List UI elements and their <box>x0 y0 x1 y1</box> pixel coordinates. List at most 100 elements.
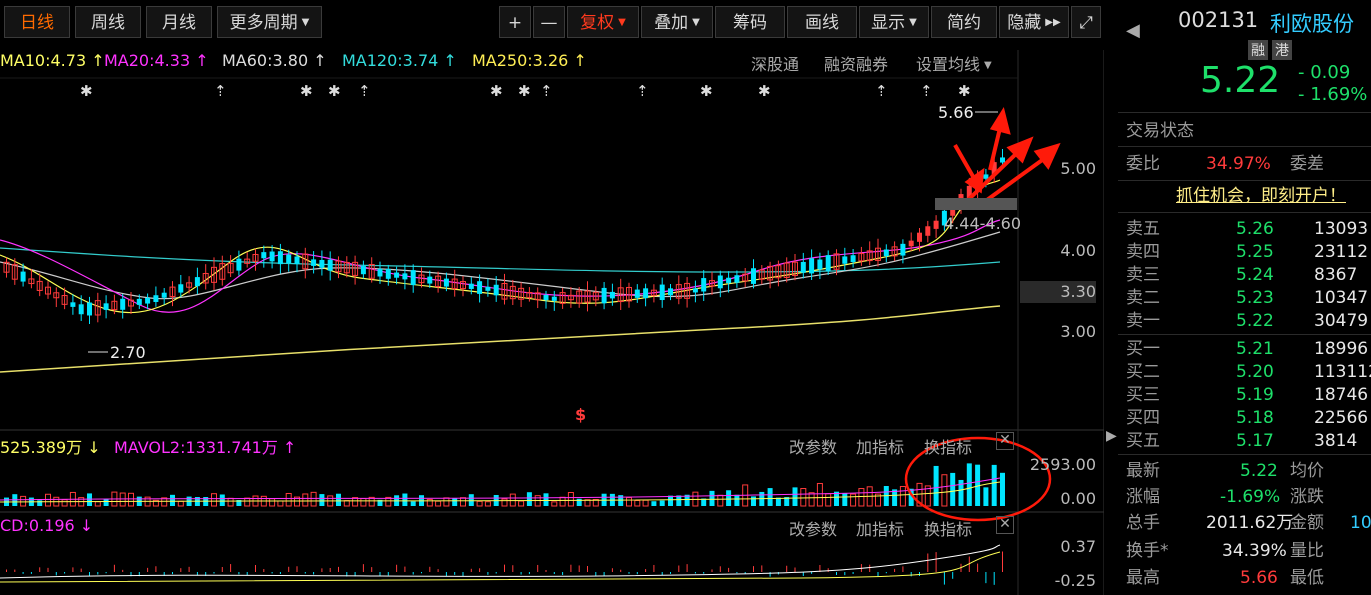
volume-bars <box>4 463 1005 507</box>
order-book-row[interactable]: 卖一 5.22 30479 <box>1118 310 1371 333</box>
fuquan-button[interactable]: 复权 ▼ <box>567 6 639 38</box>
down-arrow-icon: ↓ <box>87 438 101 457</box>
huaxian-button[interactable]: 画线 <box>787 6 857 38</box>
candle-body <box>809 258 815 274</box>
macd-add-indicator[interactable]: 加指标 <box>856 520 905 539</box>
order-book-row[interactable]: 卖四 5.25 23112 <box>1118 241 1371 264</box>
candle-body <box>576 290 583 304</box>
vol-switch-indicator[interactable]: 换指标 <box>924 438 973 457</box>
candle-body <box>617 287 624 303</box>
candle-body <box>194 277 200 287</box>
event-marker-icon[interactable]: ⇡ <box>636 82 649 100</box>
stock-change: - 0.09 <box>1298 62 1351 83</box>
event-marker-icon[interactable]: ✱ <box>518 82 531 100</box>
close-icon[interactable]: ✕ <box>996 516 1014 534</box>
volume-bar <box>808 492 815 507</box>
kline-svg[interactable] <box>0 0 1104 595</box>
kline-chart-area[interactable]: 日线 周线 月线 更多周期 ▼ + — 复权 ▼ 叠加 ▼ 筹码 画线 显示 ▼ 简约 … <box>0 0 1104 595</box>
order-level-label: 买三 <box>1126 385 1160 405</box>
order-book-row[interactable]: 买一 5.21 18996 <box>1118 338 1371 361</box>
order-book-row[interactable]: 卖五 5.26 13093 <box>1118 218 1371 241</box>
candle-body <box>277 251 283 265</box>
volume-bar <box>103 499 109 506</box>
link-set-ma[interactable]: 设置均线 ▼ <box>916 51 992 75</box>
chevron-down-icon: ▼ <box>692 17 700 28</box>
macd-change-params[interactable]: 改参数 <box>789 520 838 539</box>
order-book-row[interactable]: 卖三 5.24 8367 <box>1118 264 1371 287</box>
candle-body <box>825 255 831 271</box>
volume-bar <box>152 499 159 507</box>
event-marker-icon[interactable]: ✱ <box>958 82 971 100</box>
event-marker-icon[interactable]: ✱ <box>490 82 503 100</box>
diejia-button[interactable]: 叠加 ▼ <box>641 6 713 38</box>
order-book-row[interactable]: 买四 5.18 22566 <box>1118 407 1371 430</box>
candle-body <box>352 261 359 276</box>
candle-body <box>36 280 43 291</box>
quote-row-latest: 最新 5.22 均价 <box>1118 460 1371 483</box>
candle-body <box>3 261 10 273</box>
order-book-row[interactable]: 买二 5.20 113112 <box>1118 361 1371 384</box>
collapse-panel-icon[interactable]: ▶ <box>1106 428 1117 444</box>
volume-bar <box>426 498 433 507</box>
event-marker-icon[interactable]: ⇡ <box>214 82 227 100</box>
candle-body <box>991 162 997 175</box>
promo-link[interactable]: 抓住机会，即刻开户！ <box>1176 186 1346 206</box>
order-book-row[interactable]: 买五 5.17 3814 <box>1118 430 1371 453</box>
promo-row[interactable]: 抓住机会，即刻开户！ <box>1118 185 1371 208</box>
macd-switch-indicator[interactable]: 换指标 <box>924 520 973 539</box>
candle-body <box>891 246 898 257</box>
event-marker-icon[interactable]: ✱ <box>758 82 771 100</box>
volume-bar <box>1000 472 1005 506</box>
link-rongzirongquan[interactable]: 融资融券 <box>824 55 889 74</box>
candle-body <box>875 247 881 261</box>
yincang-label: 隐藏 <box>1007 13 1042 33</box>
volume-bar <box>775 497 781 506</box>
order-price: 5.17 <box>1236 431 1274 451</box>
candle-body <box>111 300 118 311</box>
link-shengutong[interactable]: 深股通 <box>751 55 800 74</box>
tab-month[interactable]: 月线 <box>146 6 212 38</box>
candle-body <box>850 255 856 263</box>
event-marker-icon[interactable]: ✱ <box>80 82 93 100</box>
chevron-down-icon: ▼ <box>618 17 626 28</box>
zoom-in-button[interactable]: + <box>499 6 531 38</box>
close-icon[interactable]: ✕ <box>996 432 1014 450</box>
vol-add-indicator[interactable]: 加指标 <box>856 438 905 457</box>
back-arrow-icon[interactable]: ◀ <box>1126 20 1140 41</box>
fullscreen-button[interactable]: ⤢ <box>1071 6 1101 38</box>
event-marker-icon[interactable]: ✱ <box>700 82 713 100</box>
order-price: 5.25 <box>1236 242 1274 262</box>
ma60-value: MA60:3.80 <box>222 51 309 70</box>
volume-bar <box>410 501 416 506</box>
event-marker-icon[interactable]: ✱ <box>328 82 341 100</box>
event-marker-icon[interactable]: ⇡ <box>540 82 553 100</box>
tab-week[interactable]: 周线 <box>75 6 141 38</box>
vol-axis-bottom: 0.00 <box>1060 489 1096 508</box>
ma10-legend: MA10:4.73 ↑ <box>0 51 105 70</box>
event-marker-icon[interactable]: ⇡ <box>875 82 888 100</box>
volume-bar <box>269 498 276 507</box>
order-book-row[interactable]: 卖二 5.23 10347 <box>1118 287 1371 310</box>
zoom-out-button[interactable]: — <box>533 6 565 38</box>
volume-bar <box>676 495 682 506</box>
ma20-value: MA20:4.33 <box>104 51 191 70</box>
order-book-row[interactable]: 买三 5.19 18746 <box>1118 384 1371 407</box>
event-marker-icon[interactable]: ⇡ <box>920 82 933 100</box>
yincang-button[interactable]: 隐藏 ▶▶ <box>999 6 1069 38</box>
volume-bar <box>360 497 367 507</box>
jianyue-button[interactable]: 简约 <box>931 6 997 38</box>
candle-body <box>634 289 640 298</box>
chevron-down-icon: ▼ <box>909 17 917 28</box>
tab-day[interactable]: 日线 <box>4 6 70 38</box>
volume-bar <box>983 487 989 506</box>
vol-change-params[interactable]: 改参数 <box>789 438 838 457</box>
volume-bar <box>476 500 483 507</box>
order-level-label: 卖一 <box>1126 311 1160 331</box>
event-marker-icon[interactable]: ⇡ <box>358 82 371 100</box>
candle-body <box>751 268 756 284</box>
volume-bar <box>336 493 341 506</box>
chouma-button[interactable]: 筹码 <box>715 6 785 38</box>
event-marker-icon[interactable]: ✱ <box>300 82 313 100</box>
xianshi-button[interactable]: 显示 ▼ <box>859 6 929 38</box>
tab-more-periods[interactable]: 更多周期 ▼ <box>217 6 322 38</box>
